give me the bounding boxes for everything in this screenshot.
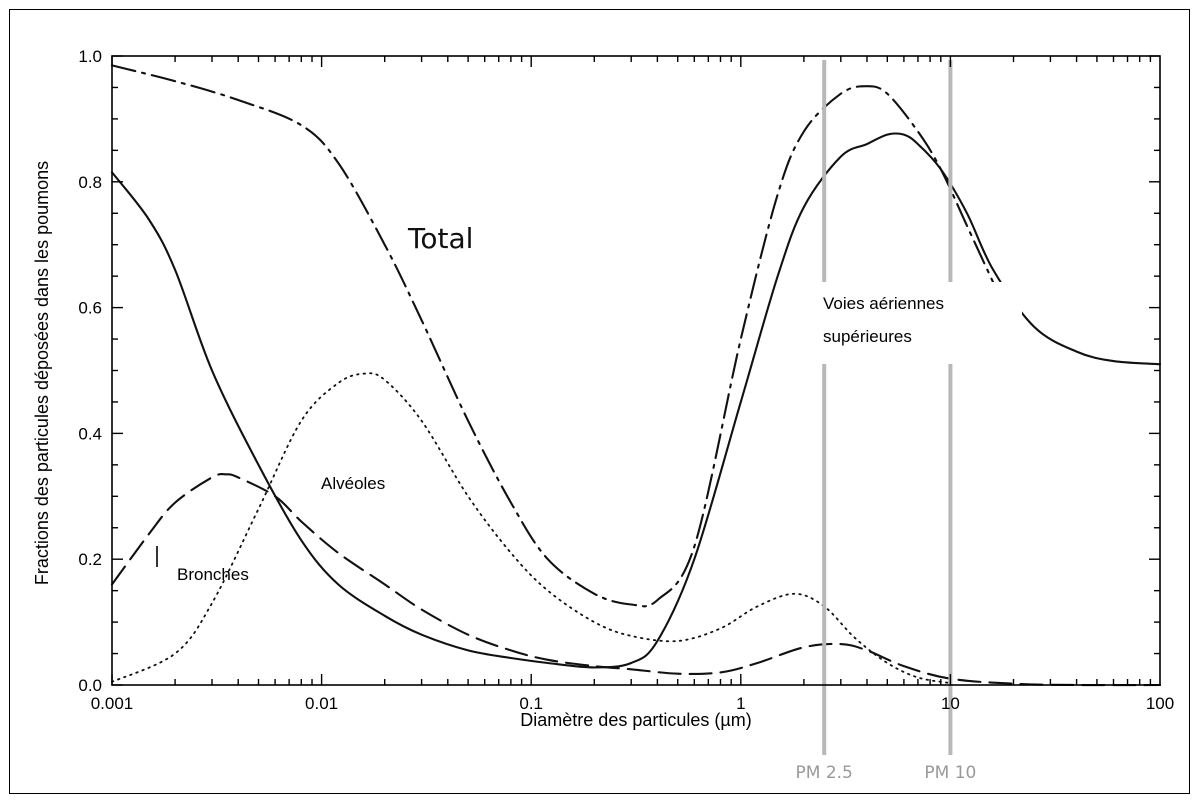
labels-layer: Diamètre des particules (µm) Fractions d… (32, 161, 1022, 730)
reference-label-1: PM 10 (924, 763, 976, 783)
y-tick-label: 0.8 (78, 173, 102, 192)
annotation-alveoles: Alvéoles (321, 474, 385, 493)
annotation-voies-line1: Voies aériennes (823, 294, 944, 313)
series-line-0 (110, 64, 995, 608)
y-tick-label: 1.0 (78, 47, 102, 66)
y-axis-label: Fractions des particules déposées dans l… (32, 161, 52, 585)
series-line-3 (110, 472, 1162, 687)
x-tick-label: 100 (1146, 694, 1174, 713)
y-tick-label: 0.6 (78, 299, 102, 318)
x-tick-label: 10 (941, 694, 960, 713)
plot-area-border (111, 55, 1161, 686)
x-tick-label: 0.1 (519, 694, 543, 713)
annotation-total: Total (407, 222, 473, 255)
reference-lines-layer: PM 2.5 PM 10 (796, 60, 976, 783)
annotation-bronches: Bronches (177, 565, 249, 584)
x-tick-label: 1 (736, 694, 745, 713)
x-tick-label: 0.01 (305, 694, 338, 713)
y-tick-label: 0.0 (78, 676, 102, 695)
annotation-voies-bg (800, 282, 1022, 364)
series-line-2 (111, 372, 952, 684)
x-axis-label: Diamètre des particules (µm) (520, 710, 751, 730)
series-line-1 (110, 132, 1162, 669)
y-tick-label: 0.2 (78, 550, 102, 569)
chart-frame (9, 9, 1190, 794)
annotation-voies-line2: supérieures (823, 327, 912, 346)
reference-label-0: PM 2.5 (796, 763, 853, 783)
axes-layer: 0.001 0.01 0.1 1 10 100 0.0 0.2 0.4 0.6 0.8 1.0 (78, 47, 1174, 713)
curves-layer (110, 64, 1162, 687)
y-tick-label: 0.4 (78, 424, 102, 443)
x-tick-label: 0.001 (91, 694, 134, 713)
